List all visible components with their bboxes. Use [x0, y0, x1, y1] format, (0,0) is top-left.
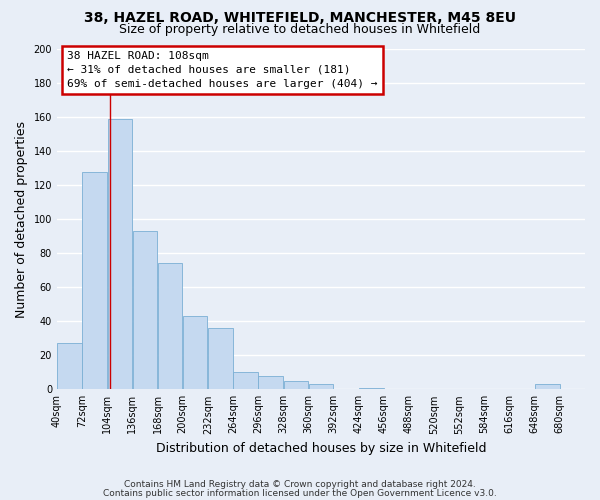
Bar [133, 231, 157, 390]
Y-axis label: Number of detached properties: Number of detached properties [15, 120, 28, 318]
Bar [183, 316, 208, 390]
Bar [107, 119, 132, 390]
Text: Contains public sector information licensed under the Open Government Licence v3: Contains public sector information licen… [103, 488, 497, 498]
Bar [535, 384, 560, 390]
Text: 38, HAZEL ROAD, WHITEFIELD, MANCHESTER, M45 8EU: 38, HAZEL ROAD, WHITEFIELD, MANCHESTER, … [84, 12, 516, 26]
Text: Contains HM Land Registry data © Crown copyright and database right 2024.: Contains HM Land Registry data © Crown c… [124, 480, 476, 489]
X-axis label: Distribution of detached houses by size in Whitefield: Distribution of detached houses by size … [156, 442, 486, 455]
Bar [359, 388, 383, 390]
Text: Size of property relative to detached houses in Whitefield: Size of property relative to detached ho… [119, 23, 481, 36]
Bar [57, 344, 82, 390]
Bar [82, 172, 107, 390]
Bar [259, 376, 283, 390]
Bar [208, 328, 233, 390]
Bar [308, 384, 333, 390]
Text: 38 HAZEL ROAD: 108sqm
← 31% of detached houses are smaller (181)
69% of semi-det: 38 HAZEL ROAD: 108sqm ← 31% of detached … [67, 50, 378, 88]
Bar [233, 372, 258, 390]
Bar [284, 381, 308, 390]
Bar [158, 264, 182, 390]
